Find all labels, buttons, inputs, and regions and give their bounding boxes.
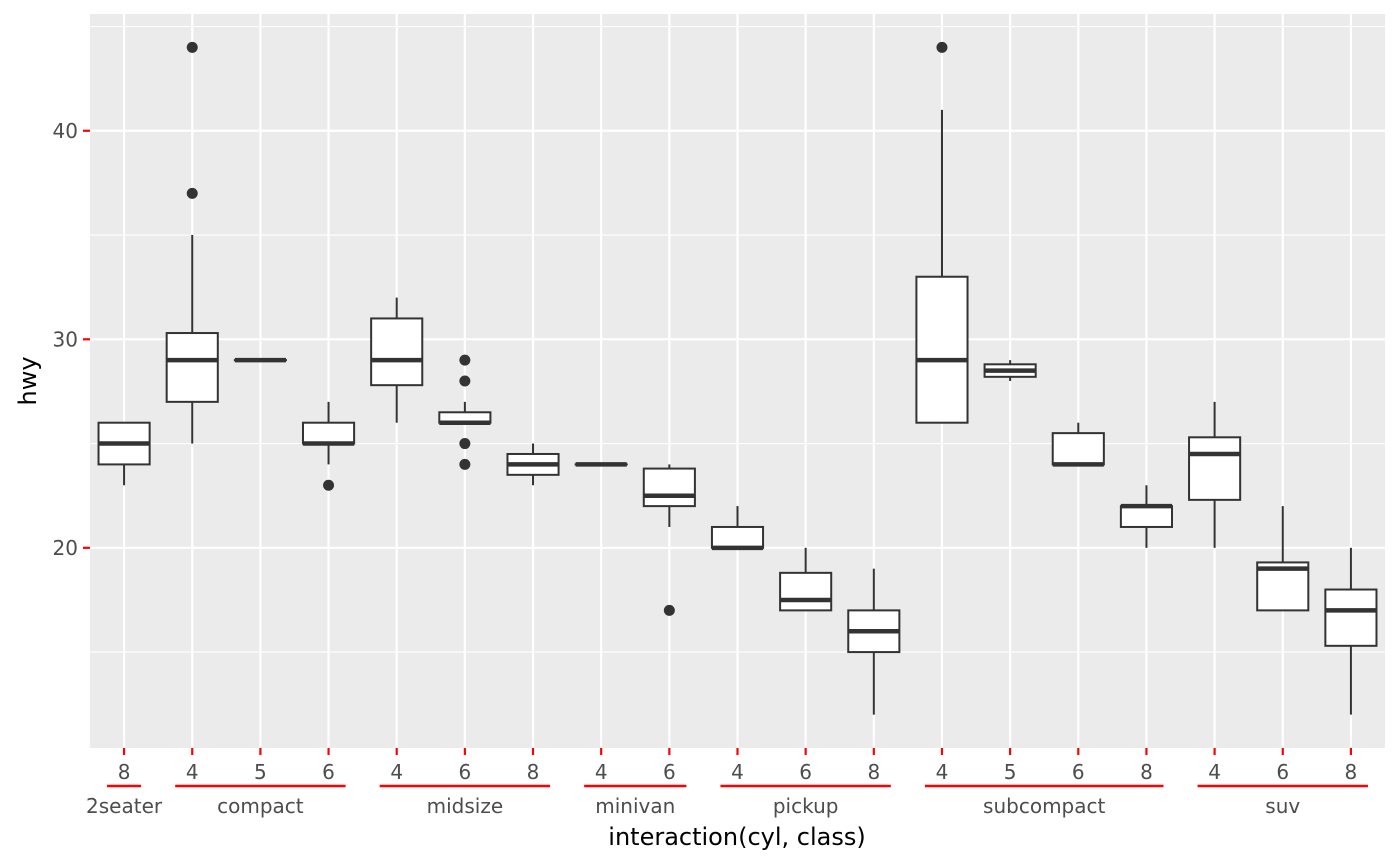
outlier-point xyxy=(936,41,948,53)
group-label: 2seater xyxy=(86,794,163,818)
y-tick-label: 20 xyxy=(53,536,78,560)
x-axis: 8 4 5 6 4 6 8 4 6 4 6 8 4 5 6 8 4 6 8 2seater compact midsize… xyxy=(86,748,1368,818)
boxplot-4-suv xyxy=(1188,401,1242,548)
group-label: suv xyxy=(1265,794,1300,818)
x-tick-label: 5 xyxy=(254,760,267,784)
group-label: subcompact xyxy=(983,794,1105,818)
x-tick-label: 5 xyxy=(1004,760,1017,784)
box-iqr xyxy=(301,421,356,445)
boxplot-8-subcompact xyxy=(1119,485,1174,548)
box-iqr xyxy=(642,467,696,508)
x-tick-label: 6 xyxy=(459,760,472,784)
box-iqr xyxy=(710,525,765,549)
x-tick-label: 8 xyxy=(1345,760,1358,784)
x-tick-label: 4 xyxy=(1208,760,1221,784)
boxplot-4-pickup xyxy=(710,506,765,551)
boxplots xyxy=(97,41,1378,715)
x-axis-title: interaction(cyl, class) xyxy=(608,823,865,851)
box-iqr xyxy=(1188,436,1242,501)
boxplot-4-subcompact xyxy=(915,41,969,424)
x-tick-label: 4 xyxy=(390,760,403,784)
x-tick-label: 4 xyxy=(186,760,199,784)
x-tick-label: 6 xyxy=(663,760,676,784)
outlier-point xyxy=(459,458,471,470)
boxplot-6-midsize xyxy=(438,354,492,470)
outlier-point xyxy=(459,438,471,450)
y-axis: 20 30 40 xyxy=(53,119,90,560)
outlier-point xyxy=(323,479,335,491)
x-tick-label: 4 xyxy=(595,760,608,784)
boxplot-6-minivan xyxy=(642,464,696,616)
boxplot-6-pickup xyxy=(779,547,833,612)
y-tick-label: 30 xyxy=(53,327,78,351)
boxplot-4-compact xyxy=(165,41,219,444)
box-iqr xyxy=(1324,588,1378,647)
box-iqr xyxy=(370,317,424,387)
box-iqr xyxy=(1119,505,1174,528)
boxplot-5-subcompact xyxy=(983,360,1037,381)
x-tick-label: 6 xyxy=(1276,760,1289,784)
x-tick-label: 4 xyxy=(731,760,744,784)
box-iqr xyxy=(1051,432,1105,466)
x-tick-label: 8 xyxy=(527,760,540,784)
outlier-point xyxy=(663,604,675,616)
box-iqr xyxy=(165,332,219,403)
boxplot-4-midsize xyxy=(370,297,424,423)
group-label: pickup xyxy=(773,794,839,818)
group-label: midsize xyxy=(427,794,504,818)
boxplot-8-2seater xyxy=(97,421,151,486)
y-tick-label: 40 xyxy=(53,119,78,143)
x-tick-label: 8 xyxy=(867,760,880,784)
boxplot-8-midsize xyxy=(506,443,560,486)
x-tick-label: 8 xyxy=(118,760,131,784)
x-tick-label: 4 xyxy=(936,760,949,784)
group-label: minivan xyxy=(595,794,675,818)
x-tick-label: 6 xyxy=(322,760,335,784)
boxplot-8-pickup xyxy=(847,568,901,715)
y-axis-title: hwy xyxy=(14,356,42,405)
outlier-point xyxy=(186,41,198,53)
outlier-point xyxy=(186,187,198,199)
boxplot-8-suv xyxy=(1324,547,1378,715)
boxplot-6-subcompact xyxy=(1051,422,1105,467)
group-label: compact xyxy=(217,794,304,818)
x-tick-label: 8 xyxy=(1140,760,1153,784)
box-iqr xyxy=(915,275,969,424)
outlier-point xyxy=(459,375,471,387)
x-tick-label: 6 xyxy=(1072,760,1085,784)
boxplot-6-compact xyxy=(301,401,356,491)
box-iqr xyxy=(779,571,833,612)
x-tick-label: 6 xyxy=(799,760,812,784)
outlier-point xyxy=(459,354,471,366)
boxplot-6-suv xyxy=(1256,506,1310,612)
